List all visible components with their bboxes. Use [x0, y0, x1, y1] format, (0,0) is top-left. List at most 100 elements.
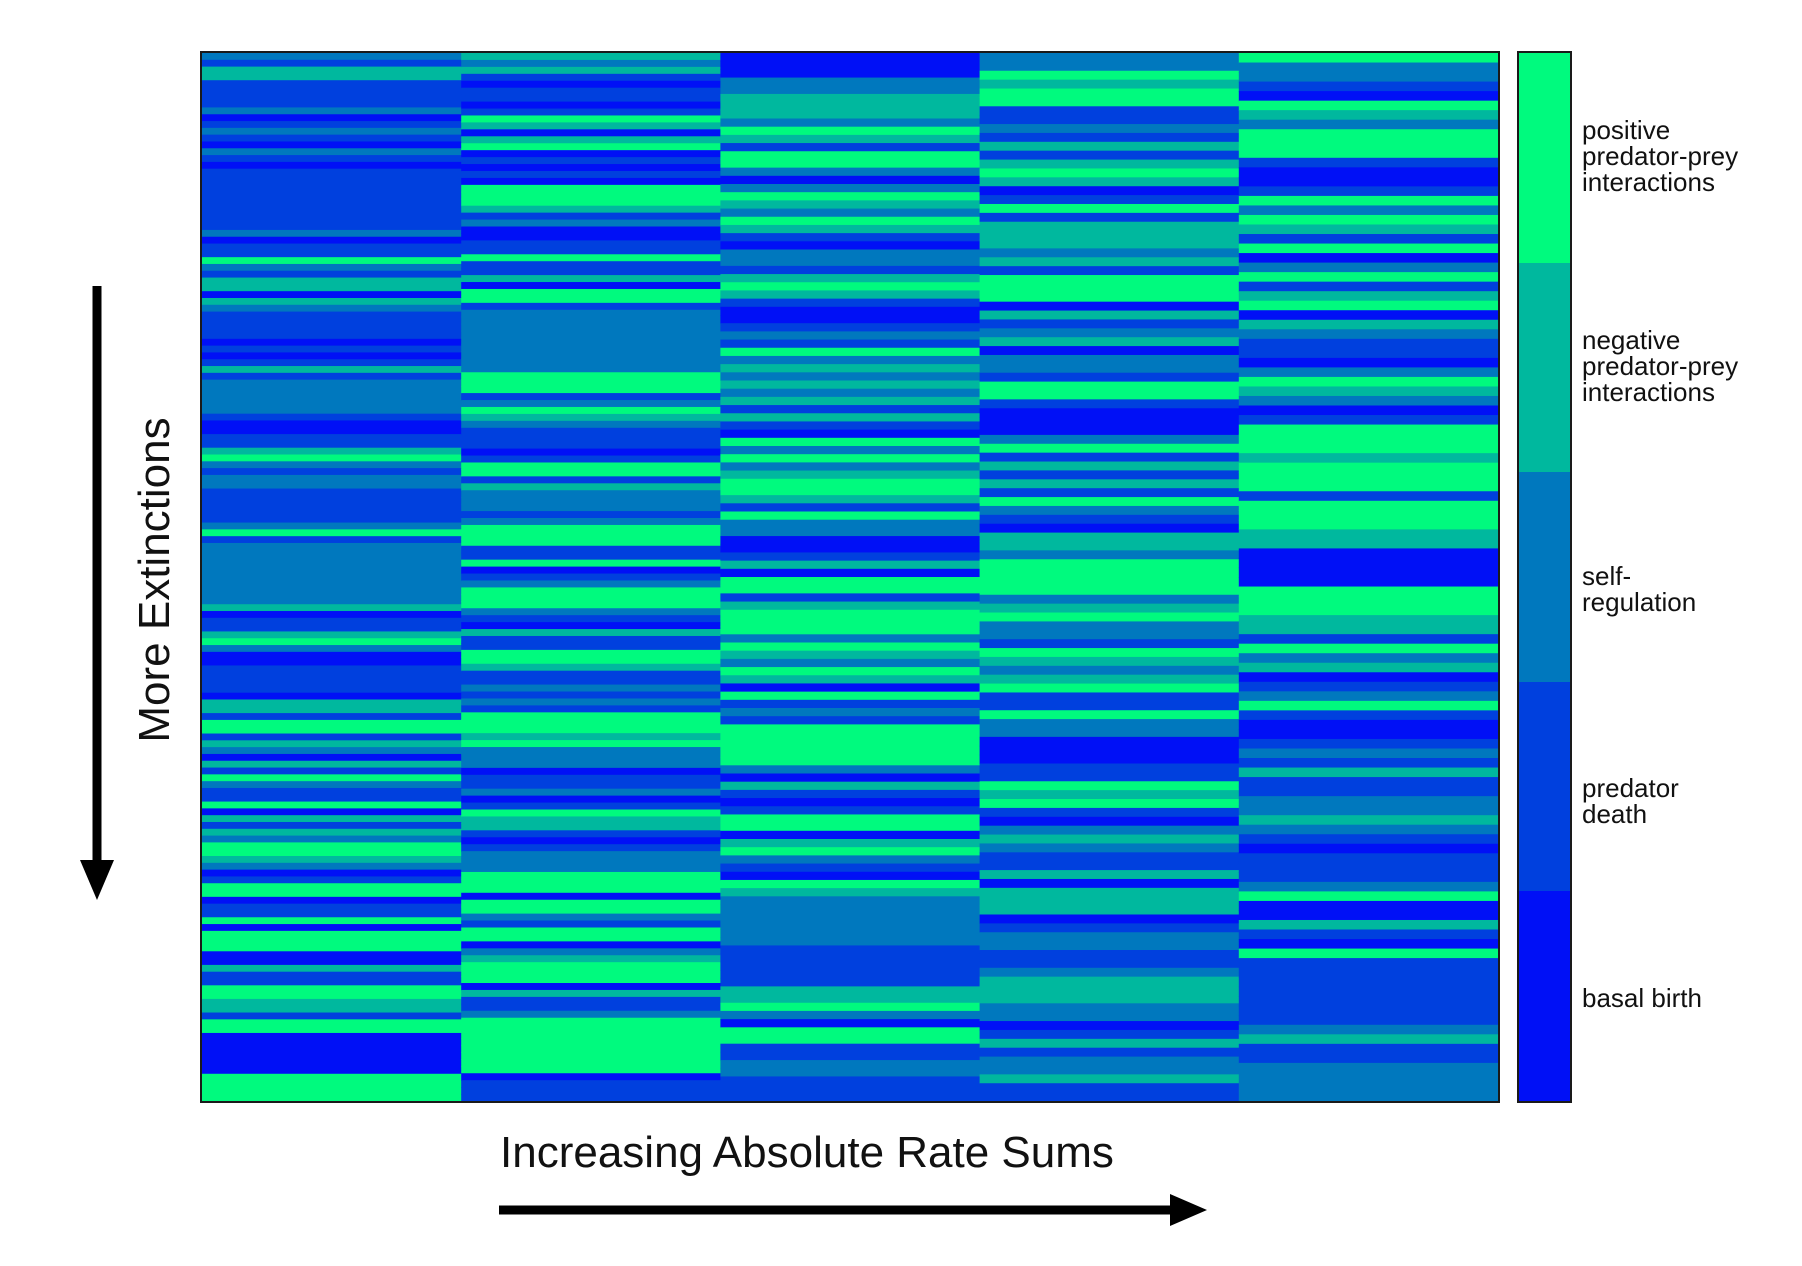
heatmap-cell-c0-r12	[202, 134, 462, 143]
heatmap-cell-c2-r74	[720, 658, 981, 668]
heatmap-cell-c1-r141	[461, 1031, 721, 1040]
heatmap-cell-c3-r28	[979, 301, 1240, 312]
heatmap-cell-c1-r132	[461, 969, 721, 977]
heatmap-cell-c3-r76	[979, 727, 1240, 738]
heatmap-cell-c4-r73	[1238, 748, 1498, 759]
heatmap-cell-c0-r5	[202, 87, 462, 95]
heatmap-cell-c3-r61	[979, 594, 1240, 605]
heatmap-cell-c1-r59	[461, 462, 721, 471]
heatmap-cell-c1-r28	[461, 247, 721, 255]
heatmap-cell-c1-r131	[461, 962, 721, 970]
heatmap-cell-c1-r94	[461, 705, 721, 713]
heatmap-cell-c1-r32	[461, 275, 721, 283]
heatmap-cell-c0-r22	[202, 202, 462, 211]
heatmap-cell-c3-r105	[979, 985, 1240, 996]
heatmap-cell-c0-r60	[202, 461, 462, 469]
heatmap-cell-c3-r62	[979, 603, 1240, 614]
colorbar-label-self-regulation: self- regulation	[1582, 561, 1697, 617]
heatmap-cell-c2-r14	[720, 167, 981, 177]
heatmap-cell-c4-r57	[1238, 596, 1498, 607]
heatmap-cell-c1-r92	[461, 691, 721, 700]
heatmap-cell-c2-r66	[720, 593, 981, 603]
heatmap-cell-c1-r124	[461, 913, 721, 922]
heatmap-cell-c3-r86	[979, 816, 1240, 827]
heatmap-cell-c1-r147	[461, 1073, 721, 1081]
heatmap-cell-c4-r10	[1238, 148, 1498, 159]
heatmap-cell-c0-r116	[202, 842, 462, 850]
heatmap-cell-c4-r6	[1238, 110, 1498, 121]
heatmap-cell-c0-r103	[202, 753, 462, 762]
heatmap-cell-c1-r63	[461, 490, 721, 498]
heatmap-cell-c0-r127	[202, 917, 462, 925]
heatmap-cell-c0-r17	[202, 168, 462, 177]
heatmap-cell-c2-r17	[720, 192, 981, 201]
heatmap-cell-c0-r56	[202, 434, 462, 442]
heatmap-cell-c4-r52	[1238, 548, 1498, 559]
heatmap-cell-c2-r89	[720, 781, 981, 791]
heatmap-cell-c4-r85	[1238, 862, 1498, 873]
heatmap-cell-c0-r66	[202, 502, 462, 510]
heatmap-cell-c2-r119	[720, 1027, 981, 1037]
heatmap-cell-c2-r1	[720, 61, 981, 70]
heatmap-cell-c1-r80	[461, 608, 721, 616]
heatmap-cell-c4-r72	[1238, 738, 1498, 750]
heatmap-cell-c2-r116	[720, 1002, 981, 1012]
heatmap-cell-c1-r40	[461, 330, 721, 339]
heatmap-cell-c1-r85	[461, 642, 721, 651]
heatmap-cell-c0-r45	[202, 359, 462, 367]
heatmap-cell-c0-r50	[202, 393, 462, 401]
heatmap-cell-c1-r14	[461, 150, 721, 158]
heatmap-cell-c3-r90	[979, 852, 1240, 862]
heatmap-cell-c3-r80	[979, 763, 1240, 773]
heatmap-cell-c3-r55	[979, 541, 1240, 551]
heatmap-cell-c0-r23	[202, 209, 462, 217]
x-axis-label: Increasing Absolute Rate Sums	[500, 1128, 1114, 1177]
heatmap-cell-c3-r47	[979, 470, 1240, 480]
heatmap-cell-c3-r32	[979, 337, 1240, 347]
heatmap-cell-c1-r12	[461, 136, 721, 144]
heatmap-cell-c3-r99	[979, 932, 1240, 942]
heatmap-cell-c2-r19	[720, 208, 981, 218]
heatmap-cell-c2-r6	[720, 102, 981, 111]
heatmap-cell-c2-r43	[720, 405, 981, 414]
heatmap-cell-c1-r76	[461, 580, 721, 589]
heatmap-cell-c1-r42	[461, 344, 721, 353]
heatmap-cell-c3-r87	[979, 825, 1240, 836]
heatmap-cell-c1-r26	[461, 233, 721, 241]
heatmap-cell-c0-r7	[202, 100, 462, 109]
heatmap-cell-c2-r22	[720, 233, 981, 242]
heatmap-cell-c2-r56	[720, 511, 981, 521]
heatmap-cell-c2-r5	[720, 93, 981, 103]
heatmap-cell-c4-r83	[1238, 843, 1498, 854]
heatmap-cell-c2-r61	[720, 552, 981, 562]
heatmap-cell-c3-r112	[979, 1047, 1240, 1058]
heatmap-cell-c1-r111	[461, 823, 721, 831]
heatmap-cell-c2-r36	[720, 347, 981, 357]
heatmap-cell-c2-r105	[720, 912, 981, 922]
heatmap-cell-c0-r136	[202, 978, 462, 986]
heatmap-cell-c1-r120	[461, 885, 721, 894]
heatmap-cell-c1-r30	[461, 261, 721, 269]
heatmap-cell-c0-r139	[202, 998, 462, 1007]
heatmap-cell-c3-r84	[979, 799, 1240, 809]
heatmap-cell-c3-r9	[979, 132, 1240, 143]
heatmap-cell-c1-r20	[461, 191, 721, 200]
heatmap-cell-c0-r119	[202, 862, 462, 871]
heatmap-cell-c0-r101	[202, 740, 462, 748]
heatmap-cell-c0-r55	[202, 427, 462, 435]
heatmap-cell-c3-r8	[979, 124, 1240, 134]
heatmap-cell-c4-r36	[1238, 395, 1498, 407]
heatmap-cell-c0-r61	[202, 468, 462, 476]
heatmap-cell-c0-r122	[202, 883, 462, 891]
heatmap-cell-c1-r23	[461, 212, 721, 221]
heatmap-cell-c4-r18	[1238, 224, 1498, 235]
heatmap-cell-c1-r75	[461, 573, 721, 582]
heatmap-cell-c0-r14	[202, 148, 462, 156]
heatmap-cell-c1-r49	[461, 393, 721, 401]
heatmap-cell-c2-r87	[720, 765, 981, 775]
heatmap-cell-c4-r65	[1238, 672, 1498, 683]
heatmap-cell-c0-r80	[202, 597, 462, 605]
heatmap-cell-c1-r15	[461, 157, 721, 165]
heatmap-cell-c1-r114	[461, 844, 721, 852]
heatmap-cell-c2-r99	[720, 863, 981, 873]
